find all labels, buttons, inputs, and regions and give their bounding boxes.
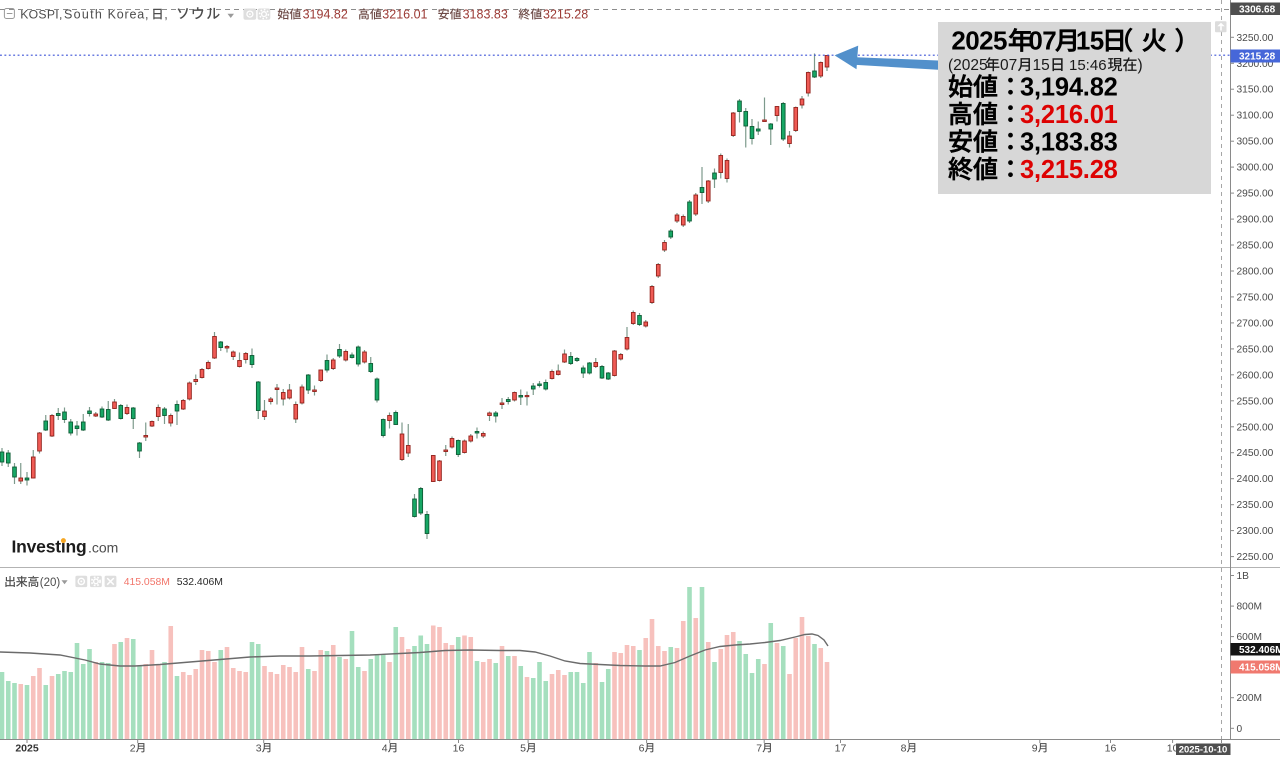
svg-text:532.406M: 532.406M — [177, 577, 223, 588]
svg-text:8: 8 — [901, 743, 907, 755]
svg-text:9: 9 — [1032, 743, 1038, 755]
svg-text:2025-10-10: 2025-10-10 — [1179, 745, 1228, 756]
svg-text:3194.82: 3194.82 — [303, 8, 348, 22]
svg-text:3050.00: 3050.00 — [1237, 137, 1274, 148]
svg-text:3,194.82: 3,194.82 — [1020, 74, 1118, 102]
svg-text:07: 07 — [1028, 26, 1056, 56]
svg-text:5: 5 — [520, 743, 526, 755]
svg-text:2300.00: 2300.00 — [1237, 526, 1274, 537]
svg-text:17: 17 — [835, 743, 847, 755]
svg-text:2250.00: 2250.00 — [1237, 552, 1274, 563]
svg-text:2025: 2025 — [951, 26, 1007, 56]
svg-text:,: , — [164, 8, 167, 22]
svg-text:200M: 200M — [1237, 693, 1262, 704]
svg-text:2550.00: 2550.00 — [1237, 396, 1274, 407]
svg-text:0: 0 — [1237, 724, 1243, 735]
svg-text:): ) — [1138, 57, 1143, 74]
svg-text:3250.00: 3250.00 — [1237, 33, 1274, 44]
svg-text:3000.00: 3000.00 — [1237, 163, 1274, 174]
svg-text:15: 15 — [1033, 57, 1050, 74]
svg-text:Korea,: Korea, — [108, 8, 150, 22]
svg-text:600M: 600M — [1237, 632, 1262, 643]
svg-text:3215.28: 3215.28 — [1239, 52, 1276, 63]
svg-text:3,216.01: 3,216.01 — [1020, 101, 1118, 129]
svg-text:2450.00: 2450.00 — [1237, 448, 1274, 459]
svg-text:4: 4 — [382, 743, 388, 755]
svg-text:3183.83: 3183.83 — [463, 8, 508, 22]
svg-text:2700.00: 2700.00 — [1237, 318, 1274, 329]
svg-text:3215.28: 3215.28 — [543, 8, 588, 22]
svg-text:2600.00: 2600.00 — [1237, 370, 1274, 381]
svg-text:South: South — [64, 8, 103, 22]
svg-text:2025: 2025 — [15, 743, 39, 755]
svg-text:3,215.28: 3,215.28 — [1020, 156, 1118, 184]
svg-text:415.058M: 415.058M — [124, 577, 170, 588]
svg-text:16: 16 — [1105, 743, 1117, 755]
svg-text:3: 3 — [256, 743, 262, 755]
svg-text:Investing: Investing — [12, 537, 87, 557]
svg-text:7: 7 — [756, 743, 762, 755]
svg-text:415.058M: 415.058M — [1239, 663, 1280, 674]
svg-text:2350.00: 2350.00 — [1237, 500, 1274, 511]
svg-text:2750.00: 2750.00 — [1237, 292, 1274, 303]
svg-text:3216.01: 3216.01 — [382, 8, 427, 22]
svg-text:2500.00: 2500.00 — [1237, 422, 1274, 433]
svg-text:3150.00: 3150.00 — [1237, 85, 1274, 96]
svg-text:3100.00: 3100.00 — [1237, 111, 1274, 122]
svg-text:3,183.83: 3,183.83 — [1020, 129, 1118, 157]
svg-text:15:46: 15:46 — [1069, 57, 1107, 74]
svg-text:800M: 800M — [1237, 602, 1262, 613]
svg-text:(2025: (2025 — [948, 57, 988, 74]
svg-text:.com: .com — [88, 540, 118, 556]
svg-text:2800.00: 2800.00 — [1237, 267, 1274, 278]
svg-text:1B: 1B — [1237, 571, 1250, 582]
svg-text:2400.00: 2400.00 — [1237, 474, 1274, 485]
svg-text:3306.68: 3306.68 — [1239, 4, 1276, 15]
svg-text:15: 15 — [1076, 26, 1104, 56]
svg-text:(20): (20) — [40, 577, 61, 589]
svg-text:2900.00: 2900.00 — [1237, 215, 1274, 226]
svg-text:16: 16 — [453, 743, 465, 755]
svg-text:2950.00: 2950.00 — [1237, 189, 1274, 200]
svg-text:2850.00: 2850.00 — [1237, 241, 1274, 252]
svg-text:532.406M: 532.406M — [1239, 645, 1280, 656]
svg-text:2: 2 — [130, 743, 136, 755]
svg-text:07: 07 — [1000, 57, 1017, 74]
svg-text:KOSPI,: KOSPI, — [20, 8, 62, 22]
svg-text:2650.00: 2650.00 — [1237, 344, 1274, 355]
svg-text:6: 6 — [639, 743, 645, 755]
